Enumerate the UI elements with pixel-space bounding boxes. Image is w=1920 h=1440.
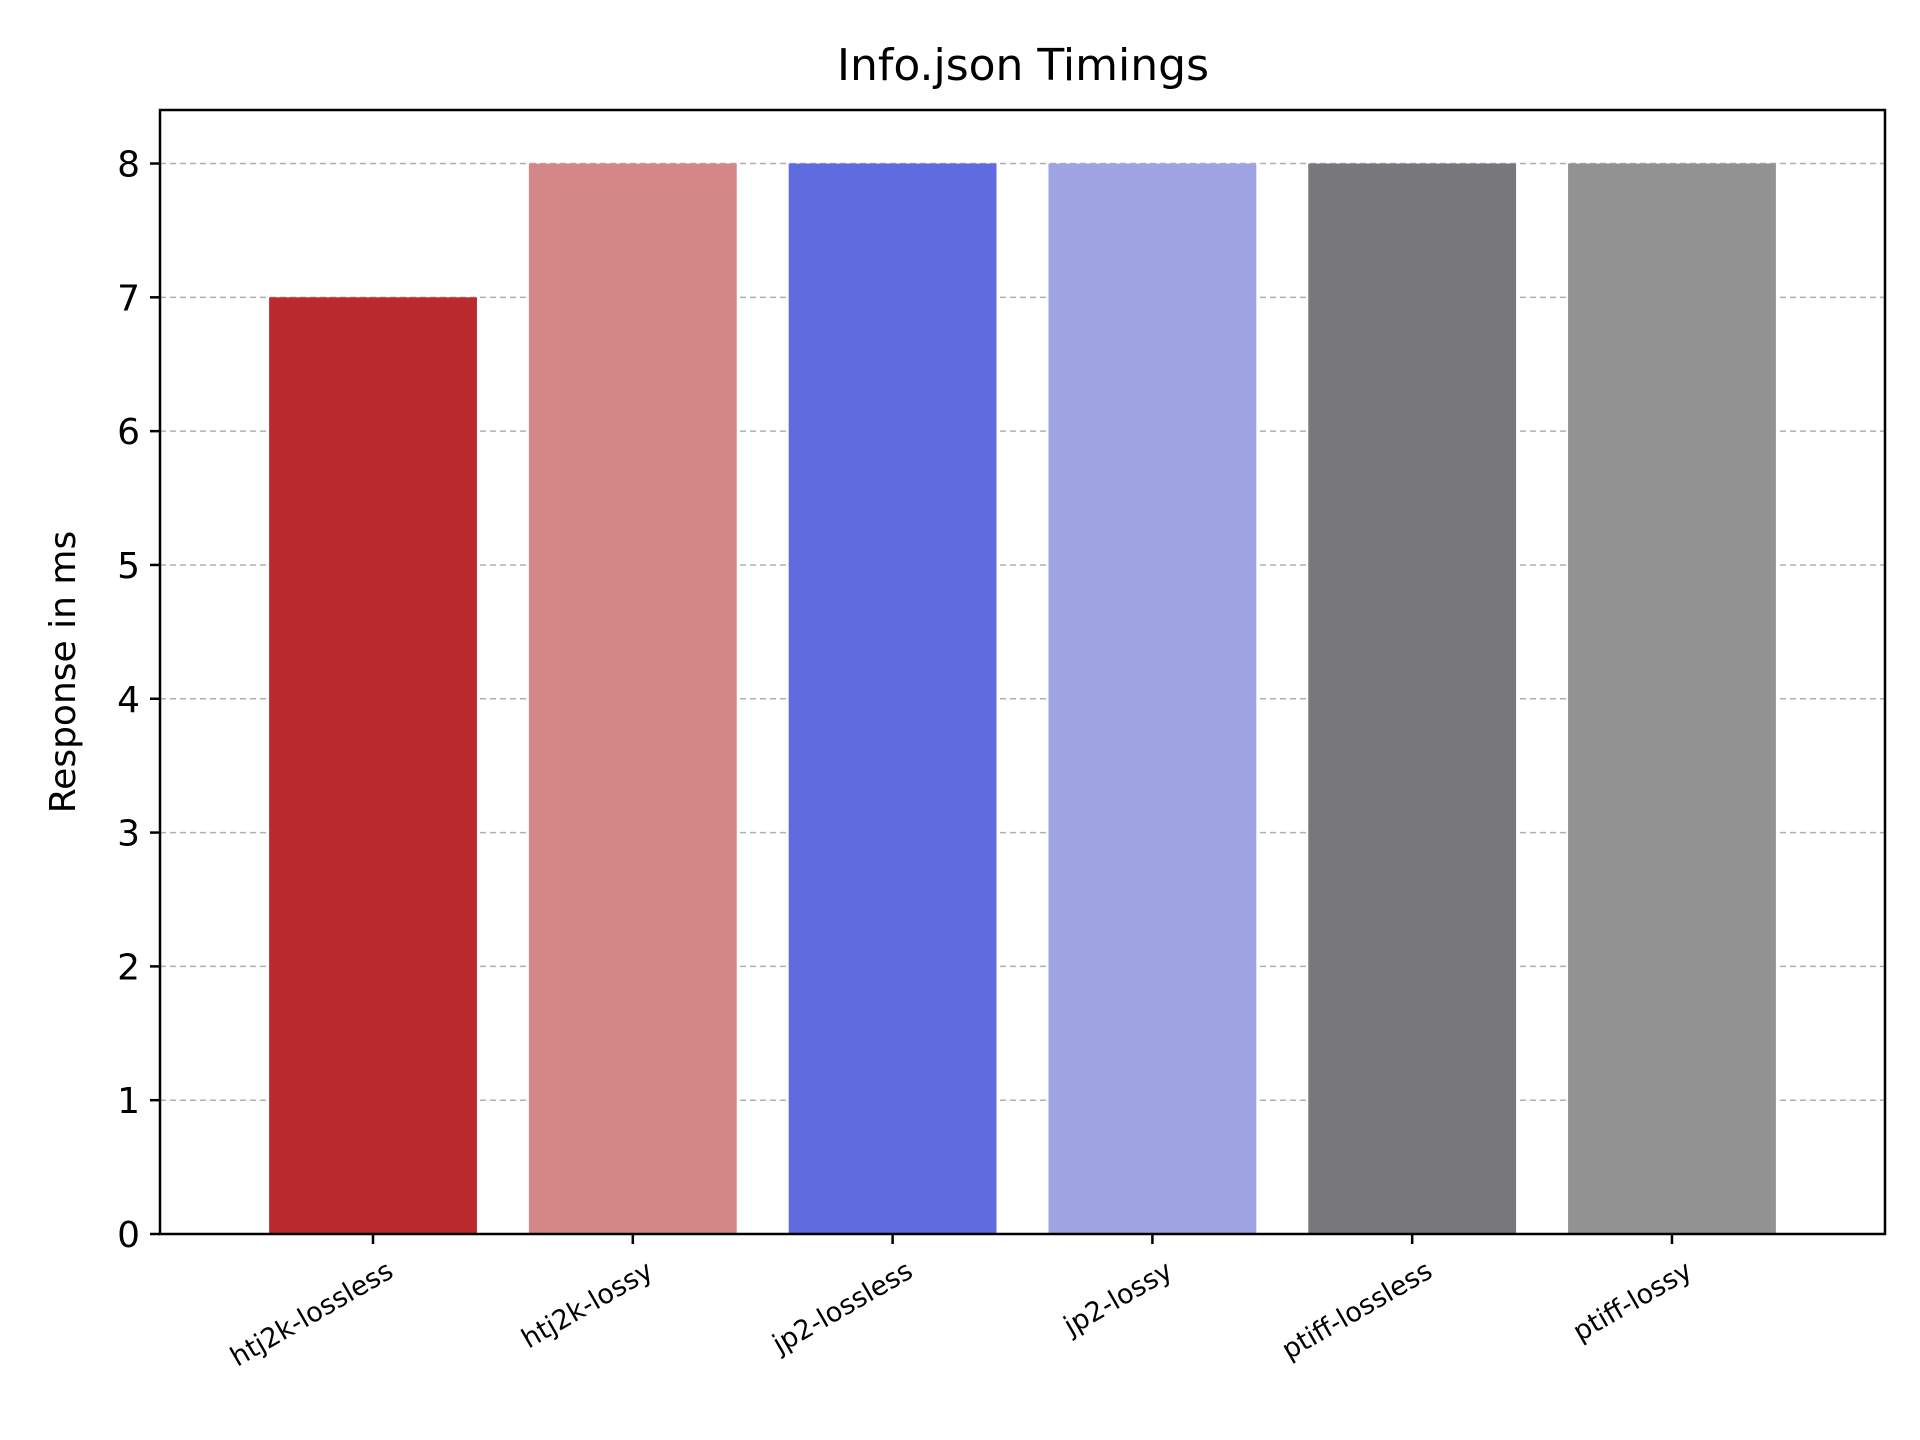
y-tick-label: 2 (117, 947, 140, 988)
bar-ptiff-lossless (1308, 163, 1517, 1234)
y-tick-label: 4 (117, 680, 140, 721)
y-tick-label: 6 (117, 412, 140, 453)
x-tick-label: ptiff-lossy (1568, 1255, 1698, 1348)
y-axis-ticks: 0 1 2 3 4 5 6 7 8 (117, 145, 160, 1256)
y-tick-label: 0 (117, 1215, 140, 1256)
bar-htj2k-lossy (528, 163, 737, 1234)
x-tick-label: jp2-lossy (1058, 1255, 1178, 1342)
bar-ptiff-lossy (1568, 163, 1776, 1234)
bar-htj2k-lossless (269, 297, 477, 1234)
y-axis-label: Response in ms (43, 531, 84, 813)
x-tick-label: ptiff-lossless (1277, 1255, 1438, 1366)
x-tick-label: jp2-lossless (767, 1255, 918, 1360)
x-axis-ticks: htj2k-lossless htj2k-lossy jp2-lossless jp2… (225, 1234, 1697, 1373)
chart-title: Info.json Timings (837, 40, 1209, 91)
bars (269, 163, 1776, 1234)
bar-jp2-lossless (788, 163, 997, 1234)
bar-jp2-lossy (1048, 163, 1257, 1234)
gridlines (160, 162, 1885, 1101)
x-tick-label: htj2k-lossy (516, 1255, 658, 1355)
y-tick-label: 5 (117, 546, 140, 587)
y-tick-label: 1 (117, 1081, 140, 1122)
y-tick-label: 8 (117, 145, 140, 186)
plot-frame (158, 108, 1887, 1236)
x-tick-label: htj2k-lossless (225, 1255, 398, 1373)
y-tick-label: 3 (117, 814, 140, 855)
y-tick-label: 7 (117, 278, 140, 319)
